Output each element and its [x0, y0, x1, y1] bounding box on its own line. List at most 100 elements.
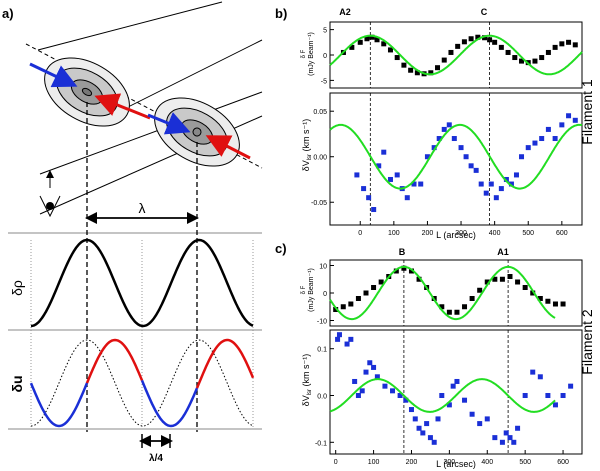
c-flux-data-point: [393, 268, 399, 274]
marker-A1-label: A1: [497, 247, 509, 257]
c-vel-ylabel: δVlsr (km s⁻¹): [301, 354, 313, 407]
c-vel-data-point: [408, 407, 414, 413]
c-vel-ytick-label: 0.1: [317, 347, 327, 354]
c-vel-data-point: [359, 388, 365, 394]
core-2-center: [192, 127, 202, 137]
c-flux-data-point: [477, 287, 483, 293]
c-vel-data-point: [515, 425, 521, 431]
panel-a: a): [2, 1, 263, 464]
c-vel-xtick-label: 300: [444, 459, 456, 466]
c-vel-data-point: [552, 402, 558, 408]
b-vel-data-point: [458, 145, 464, 151]
b-vel-data-point: [411, 181, 417, 187]
b-vel-xtick-label: 300: [455, 230, 467, 237]
c-vel-data-point: [450, 383, 456, 389]
c-vel-data-point: [499, 439, 505, 445]
velocity-wave-red-2: [195, 338, 255, 389]
c-flux-data-point: [462, 304, 468, 310]
c-flux-data-point: [537, 296, 543, 301]
filament-edge-mid: [109, 39, 263, 117]
b-flux-data-point: [482, 35, 488, 41]
b-flux-data-point: [369, 34, 375, 40]
c-vel-frame: [329, 329, 583, 455]
c-vel-xtick-label: 500: [519, 459, 531, 466]
b-vel-frame: [329, 92, 583, 226]
core-1: [44, 57, 130, 127]
c-vel-data-point: [454, 378, 460, 384]
filament-edge-inner: [39, 91, 263, 175]
c-vel-data-point: [403, 397, 409, 403]
b-vel-data-point: [361, 186, 367, 192]
b-vel-data-point: [354, 172, 360, 178]
b-vel-data-point: [525, 145, 531, 151]
core-2-inflow-blue-arrow: [147, 112, 191, 135]
c-flux-data-point: [530, 290, 536, 296]
c-vel-data-point: [431, 439, 437, 445]
c-vel-data-point: [469, 411, 475, 417]
b-vel-data-point: [394, 172, 400, 178]
density-wave-curve: [30, 238, 254, 328]
b-vel-data-point: [498, 186, 504, 192]
b-vel-data-point: [404, 195, 410, 201]
b-flux-data-point: [566, 39, 572, 45]
c-vel-data-point: [568, 383, 574, 389]
b-vel-data-point: [468, 163, 474, 169]
b-flux-data-point: [394, 55, 400, 61]
b-flux-data-point: [468, 36, 474, 42]
b-flux-data-point: [357, 39, 363, 45]
c-vel-data-point: [439, 393, 445, 399]
b-vel-ylabel: δVlsr (km s⁻¹): [301, 119, 313, 172]
svg-text:δ F: δ F: [301, 49, 307, 58]
svg-text:δ F: δ F: [301, 285, 307, 294]
b-vel-data-point: [473, 167, 479, 173]
b-flux-ytick-label: 5: [323, 28, 327, 35]
c-flux-data-point: [363, 290, 369, 296]
b-flux-data-point: [519, 58, 525, 64]
c-flux-data-point: [515, 279, 521, 285]
c-flux-data-point: [522, 285, 528, 290]
b-vel-data-point: [508, 181, 514, 187]
c-vel-data-point: [477, 421, 483, 427]
c-vel-data-point: [424, 421, 430, 427]
c-vel-data-point: [374, 374, 380, 380]
b-flux-data-point: [408, 67, 414, 73]
c-flux-ytick-label: 0: [323, 291, 327, 298]
b-xlabel: L (arcsec): [436, 230, 476, 240]
c-vel-data-point: [344, 341, 350, 347]
chart-c-vel: -0.1 0.0 0.1 0 100 200 300 400 500 600: [315, 329, 583, 466]
svg-text:(mJy Beam⁻¹): (mJy Beam⁻¹): [308, 32, 315, 76]
b-flux-ylabel: δ F (mJy Beam⁻¹): [301, 32, 315, 76]
c-vel-data-point: [462, 397, 468, 403]
b-vel-data-point: [532, 140, 538, 146]
b-vel-data-point: [519, 154, 525, 160]
b-vel-data-point: [424, 154, 430, 160]
b-flux-data-point: [498, 44, 504, 50]
c-flux-data-point: [401, 265, 407, 271]
chart-b-flux: -5 0 5: [321, 21, 583, 89]
b-flux-frame: [329, 21, 583, 89]
b-vel-data-point: [493, 195, 499, 201]
core-1-inflow-red-arrow: [94, 93, 151, 120]
b-vel-data-point: [572, 117, 578, 123]
velocity-wave-blue-2: [140, 379, 199, 428]
c-flux-data-point: [492, 276, 498, 282]
c-flux-data-point: [545, 298, 551, 304]
c-flux-data-point: [439, 304, 445, 310]
panel-a-label: a): [2, 6, 14, 21]
core-2-inflow-red-arrow: [205, 135, 251, 160]
b-flux-data-point: [448, 49, 454, 55]
b-vel-xtick-label: 600: [556, 230, 568, 237]
b-flux-data-point: [428, 70, 434, 76]
b-vel-data-point: [381, 149, 387, 155]
c-flux-data-point: [371, 285, 377, 290]
marker-A2-label: A2: [339, 7, 351, 17]
c-vel-data-point: [367, 360, 373, 366]
b-flux-ytick-label: -5: [321, 78, 327, 85]
c-vel-xtick-label: 0: [334, 459, 338, 466]
b-vel-ytick-label: 0.00: [313, 155, 327, 162]
c-vel-data-point: [427, 435, 433, 441]
c-vel-data-point: [390, 388, 396, 394]
b-flux-data-point: [487, 37, 493, 43]
c-vel-xtick-label: 100: [368, 459, 380, 466]
